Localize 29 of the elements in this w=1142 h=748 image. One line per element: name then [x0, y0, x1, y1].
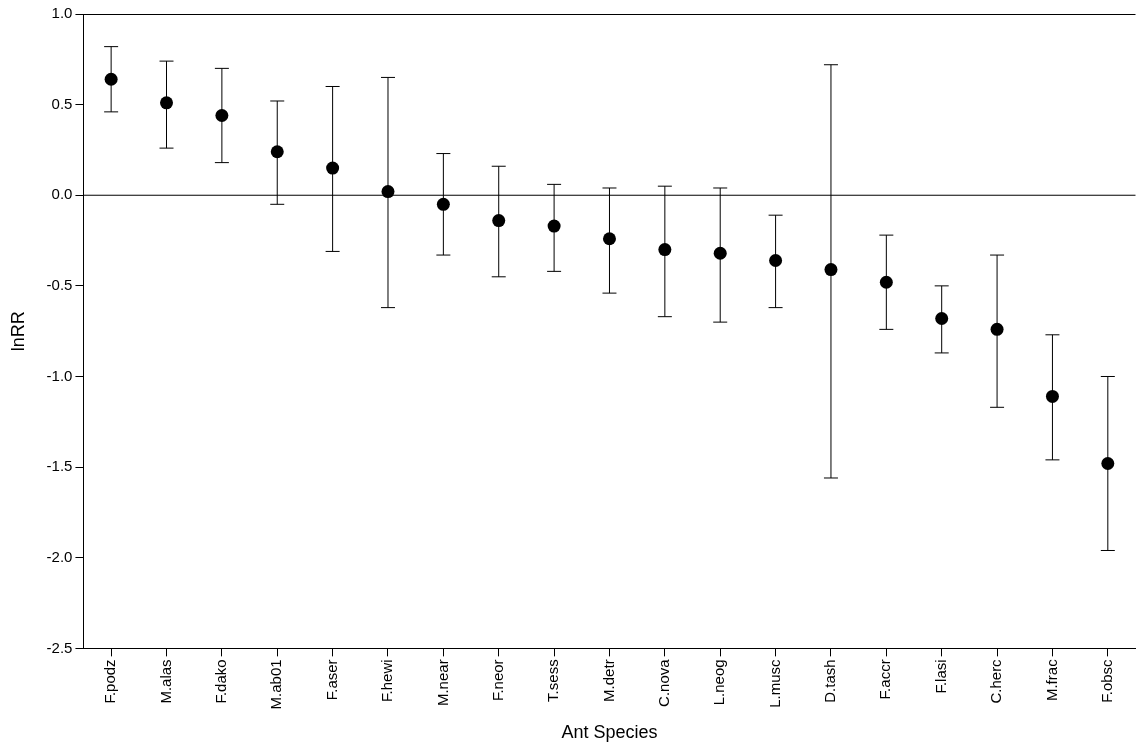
x-tick-label: D.tash: [821, 659, 839, 703]
x-tick-label: L.musc: [765, 658, 783, 708]
x-tick-label: F.aser: [322, 659, 340, 701]
x-tick-label: F.neor: [488, 659, 506, 702]
x-tick-label: M.frac: [1042, 658, 1060, 702]
y-tick-label: -2.0: [46, 547, 73, 565]
x-tick-label: M.near: [433, 659, 451, 707]
y-tick-label: -1.5: [46, 457, 73, 475]
x-tick-label: M.ab01: [267, 659, 285, 710]
x-tick-label: F.accr: [876, 659, 894, 700]
x-axis-title: Ant Species: [561, 722, 658, 743]
y-axis-title: lnRR: [7, 311, 28, 352]
y-tick-label: 0.0: [51, 185, 73, 203]
x-tick-label: C.nova: [654, 658, 672, 707]
x-tick-label: C.herc: [987, 658, 1005, 704]
x-tick-label: M.detr: [599, 659, 617, 702]
x-tick-label: L.neog: [710, 659, 728, 706]
y-tick-label: -0.5: [46, 276, 73, 294]
x-tick-label: F.obsc: [1097, 658, 1115, 703]
x-tick-label: F.hewi: [378, 659, 396, 702]
y-tick-label: -2.5: [46, 638, 73, 656]
y-tick-label: -1.0: [46, 366, 73, 384]
y-tick-label: 0.5: [51, 94, 73, 112]
x-tick-label: F.lasi: [931, 659, 949, 694]
y-tick-label: 1.0: [51, 4, 73, 22]
x-tick-label: M.alas: [156, 659, 174, 704]
x-tick-label: F.podz: [101, 659, 119, 704]
x-tick-label: T.sess: [544, 659, 562, 702]
x-tick-label: F.dako: [212, 659, 230, 704]
